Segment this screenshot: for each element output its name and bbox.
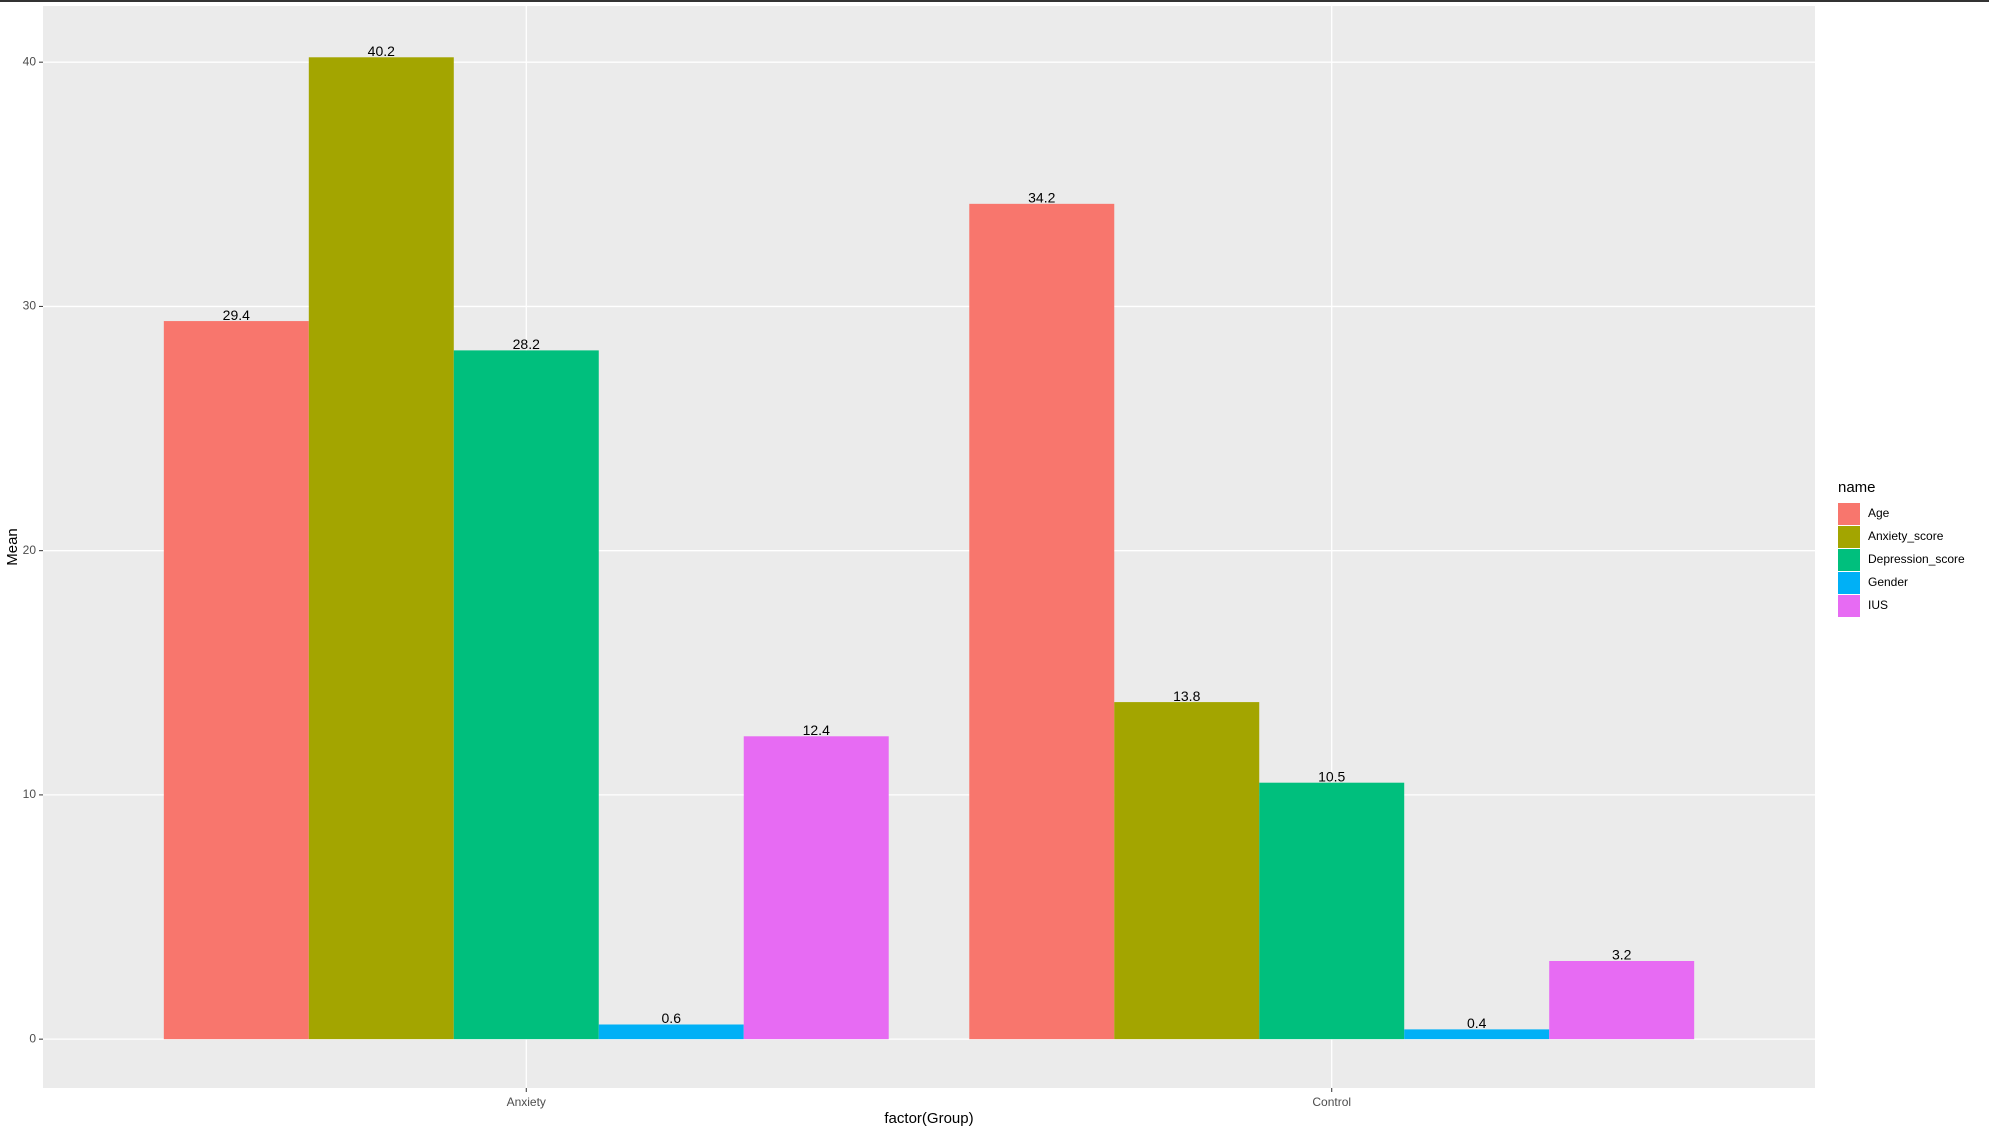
y-tick-label: 40 — [23, 54, 37, 68]
x-axis-title: factor(Group) — [884, 1110, 973, 1127]
value-label: 29.4 — [223, 307, 250, 323]
y-tick-label: 20 — [23, 543, 37, 557]
bar — [1404, 1029, 1550, 1040]
y-tick-label: 30 — [23, 299, 37, 313]
value-label: 3.2 — [1612, 947, 1632, 963]
legend-key — [1838, 595, 1860, 617]
value-label: 0.6 — [662, 1010, 682, 1026]
value-label: 13.8 — [1173, 688, 1200, 704]
legend-label: Anxiety_score — [1868, 529, 1944, 543]
bar — [969, 203, 1115, 1040]
legend-label: Depression_score — [1868, 552, 1965, 566]
x-tick-label: Control — [1312, 1095, 1351, 1109]
value-label: 28.2 — [513, 336, 540, 352]
bar — [453, 350, 599, 1040]
bar — [743, 736, 889, 1040]
bar — [308, 57, 454, 1040]
legend-key — [1838, 503, 1860, 525]
bar — [1114, 702, 1260, 1040]
value-label: 12.4 — [803, 722, 830, 738]
value-label: 10.5 — [1318, 768, 1345, 784]
legend-key — [1838, 549, 1860, 571]
legend-label: IUS — [1868, 598, 1888, 612]
y-tick-label: 10 — [23, 787, 37, 801]
bar — [598, 1024, 744, 1040]
y-tick-label: 0 — [29, 1031, 36, 1045]
y-axis-title: Mean — [4, 528, 21, 566]
legend-key — [1838, 572, 1860, 594]
bar — [1259, 782, 1405, 1040]
x-tick-label: Anxiety — [507, 1095, 546, 1109]
bar — [1549, 960, 1695, 1040]
bar — [163, 321, 309, 1040]
legend-label: Gender — [1868, 575, 1908, 589]
value-label: 40.2 — [368, 43, 395, 59]
value-label: 34.2 — [1028, 190, 1055, 206]
value-label: 0.4 — [1467, 1015, 1487, 1031]
legend-title: name — [1838, 479, 1876, 496]
legend-label: Age — [1868, 506, 1890, 520]
legend-key — [1838, 526, 1860, 548]
